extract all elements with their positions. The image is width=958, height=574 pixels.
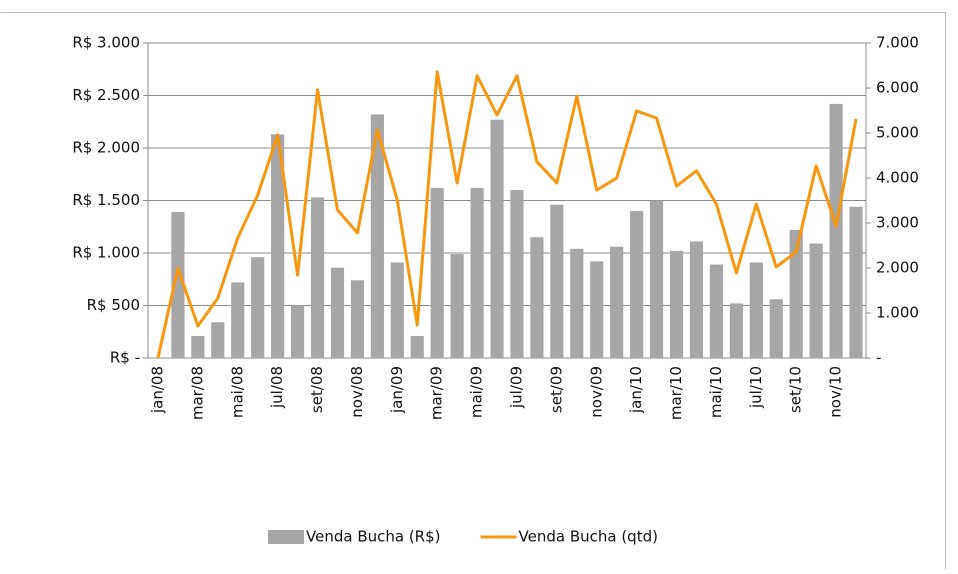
bar (310, 197, 325, 358)
bar (789, 229, 803, 358)
x-tick-label: jan/08 (148, 366, 166, 414)
x-tick-label: set/09 (547, 366, 565, 413)
bar (689, 241, 704, 358)
bar (251, 257, 265, 358)
bar (809, 243, 823, 358)
bar (211, 322, 225, 358)
bar (709, 264, 723, 358)
legend-label: Venda Bucha (qtd) (519, 528, 658, 546)
y2-tick-label: 5.000 (876, 124, 919, 142)
x-tick-label: set/08 (308, 366, 326, 413)
bar (769, 299, 783, 358)
x-tick-label: nov/09 (587, 366, 605, 418)
y-tick-label: R$ 2.000 (72, 139, 140, 157)
legend-swatch (268, 530, 304, 544)
bar (530, 237, 544, 358)
y-tick-label: R$ - (110, 349, 140, 367)
legend-label: Venda Bucha (R$) (306, 528, 441, 546)
y2-tick-label: 6.000 (876, 79, 919, 97)
bar (490, 119, 504, 359)
y2-tick-label: 7.000 (876, 34, 919, 52)
x-tick-label: mai/10 (707, 366, 725, 418)
x-tick-label: mai/08 (228, 366, 246, 418)
x-tick-label: mai/09 (468, 366, 486, 418)
y2-tick-label: 2.000 (876, 259, 919, 277)
y-tick-label: R$ 3.000 (72, 34, 140, 52)
bar (650, 200, 664, 358)
bar (829, 103, 843, 359)
bar (390, 262, 404, 358)
bar (849, 206, 863, 358)
line (156, 70, 858, 359)
bar (669, 250, 684, 358)
x-tick-label: mar/08 (188, 366, 206, 420)
bar (410, 335, 424, 358)
bar (450, 254, 464, 358)
x-tick-label: mar/09 (428, 366, 446, 420)
x-tick-label: jan/10 (627, 366, 645, 414)
x-tick-label: jul/08 (268, 366, 286, 409)
x-tick-label: jul/10 (747, 366, 765, 409)
bar (470, 187, 484, 358)
x-tick-label: jul/09 (507, 366, 525, 409)
bar (729, 303, 743, 358)
bar (330, 267, 345, 358)
y-tick-label: R$ 500 (87, 296, 140, 314)
bar (570, 248, 584, 358)
y2-tick-label: 4.000 (876, 169, 919, 187)
y2-tick-label: - (876, 349, 881, 367)
y2-tick-label: 1.000 (876, 304, 919, 322)
x-tick-label: nov/08 (348, 366, 366, 418)
y-tick-label: R$ 2.500 (72, 86, 140, 104)
bar (271, 134, 285, 358)
x-tick-label: set/10 (787, 366, 805, 413)
frame (0, 12, 946, 569)
bar (550, 204, 564, 358)
bar (350, 280, 364, 358)
bar (630, 211, 644, 358)
bar (291, 305, 305, 358)
y-tick-label: R$ 1.500 (72, 191, 140, 209)
bar (231, 282, 245, 358)
bar (510, 190, 524, 358)
bar (430, 187, 444, 358)
x-tick-label: jan/09 (388, 366, 406, 414)
bar (590, 261, 604, 358)
x-tick-label: nov/10 (827, 366, 845, 418)
x-tick-label: mar/10 (667, 366, 685, 420)
bar (191, 335, 205, 358)
y2-tick-label: 3.000 (876, 214, 919, 232)
y-tick-label: R$ 1.000 (72, 244, 140, 262)
bar (370, 114, 384, 359)
bar (749, 262, 763, 358)
bar (171, 212, 185, 358)
bar (610, 246, 624, 358)
